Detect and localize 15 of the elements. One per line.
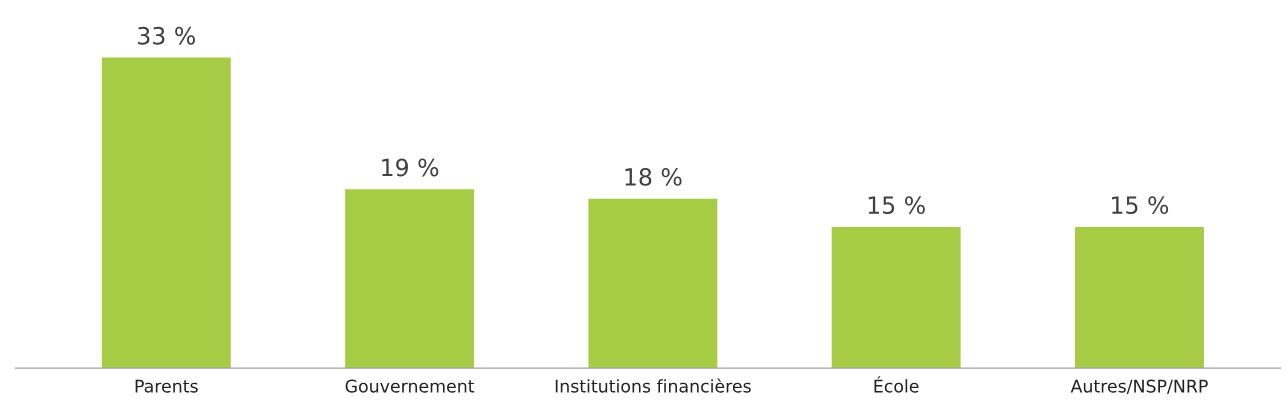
bar xyxy=(588,198,718,369)
data-label: 19 % xyxy=(382,158,439,177)
data-label: 18 % xyxy=(625,167,682,186)
x-tick-label: Autres/NSP/NRP xyxy=(1070,379,1208,395)
x-tick-label: Gouvernement xyxy=(345,379,475,393)
x-tick-label: Parents xyxy=(135,379,198,393)
x-tick-label: Institutions financières xyxy=(555,378,751,393)
data-label: 15 % xyxy=(868,196,925,215)
bar xyxy=(345,189,475,369)
x-tick-label: École xyxy=(874,376,919,393)
bar xyxy=(101,57,231,369)
data-label: 33 % xyxy=(138,26,195,45)
bar xyxy=(831,226,961,369)
bar xyxy=(1074,226,1204,369)
data-label: 15 % xyxy=(1112,196,1169,215)
